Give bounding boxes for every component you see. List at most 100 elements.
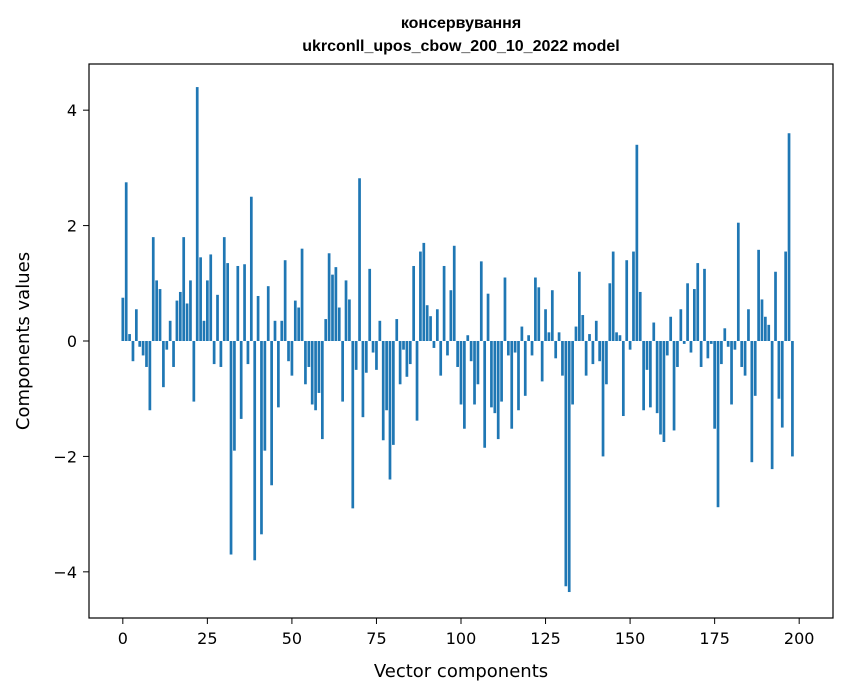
bar-106 — [479, 261, 483, 341]
bar-102 — [466, 335, 470, 341]
y-axis-label: Components values — [13, 252, 34, 430]
bar-119 — [523, 341, 527, 396]
bar-35 — [239, 341, 243, 419]
bar-105 — [476, 341, 480, 385]
bar-150 — [628, 341, 632, 350]
bar-34 — [236, 265, 240, 341]
bar-84 — [405, 341, 409, 377]
bar-187 — [753, 341, 757, 396]
chart-subtitle: ukrconll_upos_cbow_200_10_2022 model — [302, 38, 619, 55]
bar-111 — [496, 341, 500, 440]
bar-186 — [750, 341, 754, 463]
x-axis-ticks: 0 25 50 75 100 125 150 175 200 — [118, 618, 814, 648]
y-tick-label: 2 — [67, 217, 77, 236]
bar-120 — [527, 335, 530, 341]
bar-87 — [415, 341, 419, 421]
bar-30 — [222, 237, 226, 342]
bar-142 — [601, 341, 605, 457]
bar-178 — [723, 328, 727, 341]
bar-72 — [364, 341, 368, 373]
bar-159 — [659, 341, 662, 435]
bar-115 — [510, 341, 514, 429]
bar-100 — [459, 341, 463, 405]
bar-161 — [665, 341, 669, 356]
bar-121 — [530, 341, 534, 356]
bar-23 — [199, 257, 202, 341]
bar-82 — [398, 341, 402, 385]
bar-71 — [361, 341, 365, 418]
bar-184 — [743, 341, 747, 376]
bar-10 — [155, 280, 158, 341]
bar-175 — [713, 341, 716, 429]
bar-62 — [331, 274, 334, 341]
x-tick-label: 125 — [530, 629, 561, 648]
bar-166 — [682, 341, 686, 344]
bar-154 — [642, 341, 645, 411]
y-tick-label: −2 — [53, 447, 77, 466]
bar-75 — [375, 341, 378, 370]
bar-66 — [344, 280, 348, 341]
bar-65 — [341, 341, 344, 402]
bar-39 — [253, 341, 257, 561]
bar-143 — [605, 341, 608, 385]
bar-9 — [151, 237, 155, 342]
bar-104 — [473, 341, 476, 405]
bar-157 — [652, 322, 656, 341]
x-tick-label: 50 — [282, 629, 302, 648]
bar-15 — [172, 341, 175, 367]
bar-151 — [632, 251, 635, 341]
bar-67 — [348, 299, 351, 341]
bar-6 — [141, 341, 145, 356]
bar-54 — [304, 341, 307, 385]
bar-47 — [280, 320, 284, 341]
bar-188 — [757, 249, 760, 341]
bar-163 — [672, 341, 676, 431]
bar-129 — [557, 332, 561, 341]
bar-194 — [777, 341, 781, 399]
bar-52 — [297, 307, 301, 341]
bar-128 — [554, 341, 558, 359]
bar-152 — [635, 144, 639, 341]
y-tick-label: 0 — [67, 332, 77, 351]
bar-74 — [371, 341, 375, 353]
bar-25 — [206, 280, 209, 341]
bar-16 — [175, 300, 179, 341]
y-tick-label: 4 — [67, 101, 77, 120]
bar-32 — [229, 341, 233, 555]
bar-92 — [432, 341, 436, 348]
bar-56 — [310, 341, 314, 405]
bar-40 — [256, 295, 260, 341]
chart-title: консервування — [401, 15, 521, 32]
bar-70 — [358, 178, 361, 341]
bar-26 — [209, 254, 213, 341]
bar-172 — [703, 268, 706, 341]
bar-114 — [506, 341, 510, 356]
bar-89 — [422, 242, 426, 341]
bar-141 — [598, 341, 602, 362]
bar-131 — [564, 341, 568, 587]
bar-191 — [767, 324, 771, 341]
bar-91 — [429, 316, 432, 341]
bar-45 — [273, 320, 277, 341]
bar-90 — [425, 305, 429, 341]
bar-85 — [408, 341, 412, 365]
bar-198 — [791, 341, 794, 457]
bar-103 — [469, 341, 473, 362]
bar-108 — [486, 293, 490, 341]
bar-171 — [699, 341, 703, 367]
bar-158 — [655, 341, 659, 414]
bar-144 — [608, 283, 612, 341]
bar-180 — [730, 341, 733, 405]
bar-22 — [195, 87, 199, 341]
bar-14 — [168, 320, 172, 341]
bar-168 — [689, 341, 693, 353]
bar-44 — [270, 341, 273, 486]
bar-68 — [351, 341, 355, 509]
bar-4 — [134, 309, 138, 341]
bar-99 — [456, 341, 459, 367]
x-tick-label: 25 — [197, 629, 217, 648]
x-tick-label: 150 — [615, 629, 646, 648]
bar-116 — [513, 341, 517, 353]
bar-96 — [446, 341, 449, 356]
bar-88 — [419, 251, 422, 341]
